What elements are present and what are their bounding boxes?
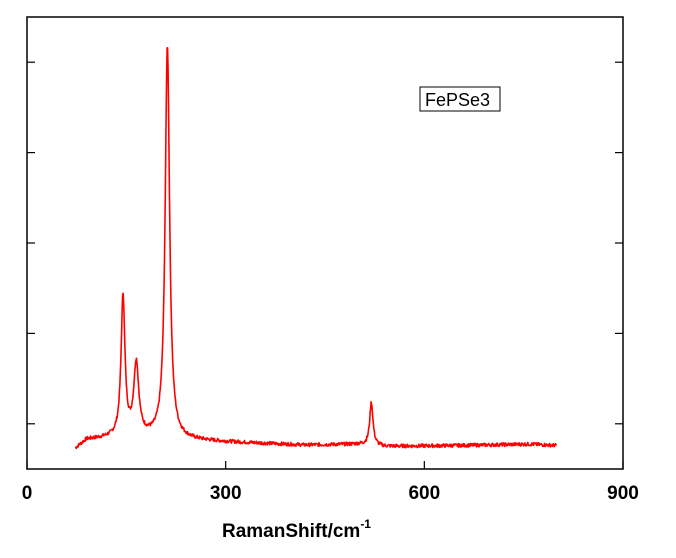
x-tick-label: 0 <box>22 483 33 504</box>
x-axis-title-superscript: -1 <box>360 517 371 531</box>
y-axis-ticks <box>27 61 623 425</box>
legend: FePSe3 <box>419 86 501 112</box>
legend-box <box>419 86 501 112</box>
x-tick-label: 600 <box>408 483 440 504</box>
series-line-fepse3 <box>74 46 558 450</box>
plot-frame <box>26 16 624 470</box>
x-tick-label: 300 <box>210 483 242 504</box>
x-axis-ticks: 0 300 600 900 <box>22 461 639 504</box>
legend-label: FePSe3 <box>425 90 490 110</box>
x-tick-label: 900 <box>607 483 639 504</box>
x-axis-title: RamanShift/cm-1 <box>222 517 371 542</box>
